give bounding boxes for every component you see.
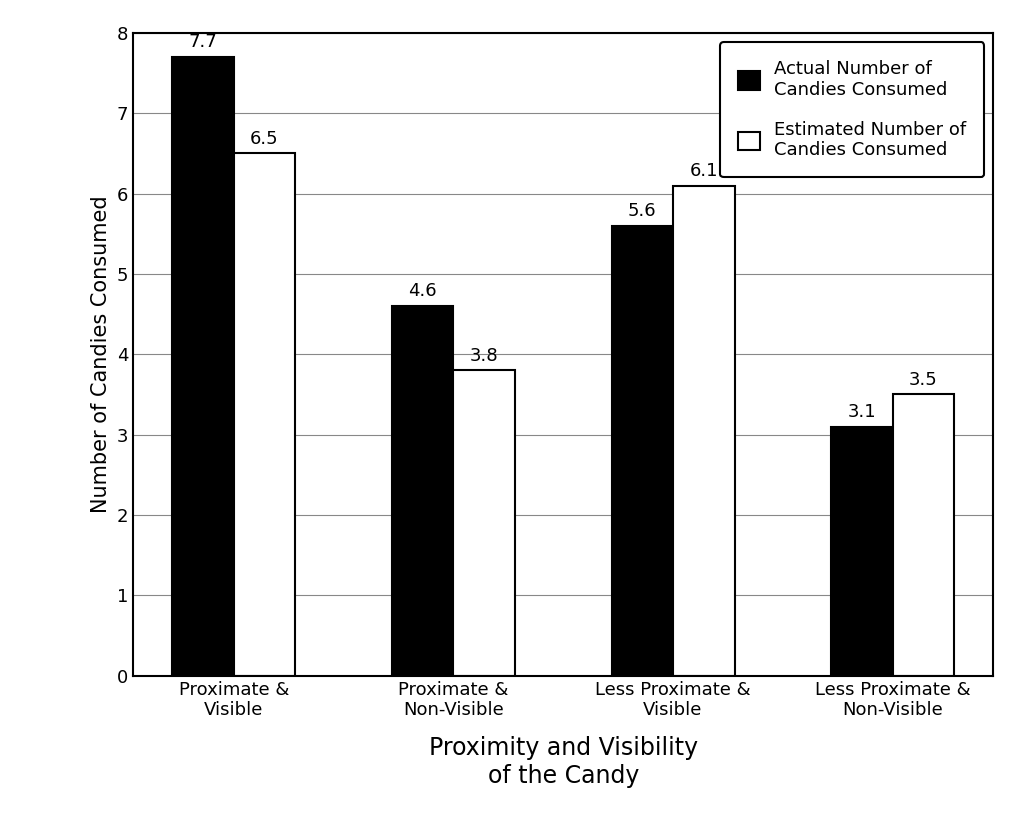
Bar — [673, 185, 734, 676]
Bar — [392, 307, 454, 676]
Text: 4.6: 4.6 — [409, 283, 437, 301]
Text: 3.1: 3.1 — [848, 403, 877, 421]
Bar — [831, 427, 893, 676]
Text: 6.1: 6.1 — [689, 162, 718, 180]
Y-axis label: Number of Candies Consumed: Number of Candies Consumed — [91, 195, 112, 513]
Bar — [233, 153, 295, 676]
Text: 3.5: 3.5 — [909, 371, 938, 389]
Text: 3.8: 3.8 — [470, 347, 499, 365]
Text: 6.5: 6.5 — [250, 130, 279, 147]
Text: 7.7: 7.7 — [188, 34, 217, 51]
Bar — [454, 371, 515, 676]
Text: 5.6: 5.6 — [628, 202, 656, 220]
X-axis label: Proximity and Visibility
of the Candy: Proximity and Visibility of the Candy — [429, 736, 697, 788]
Bar — [611, 226, 673, 676]
Legend: Actual Number of
Candies Consumed, Estimated Number of
Candies Consumed: Actual Number of Candies Consumed, Estim… — [720, 42, 984, 177]
Bar — [893, 395, 954, 676]
Bar — [172, 57, 233, 676]
